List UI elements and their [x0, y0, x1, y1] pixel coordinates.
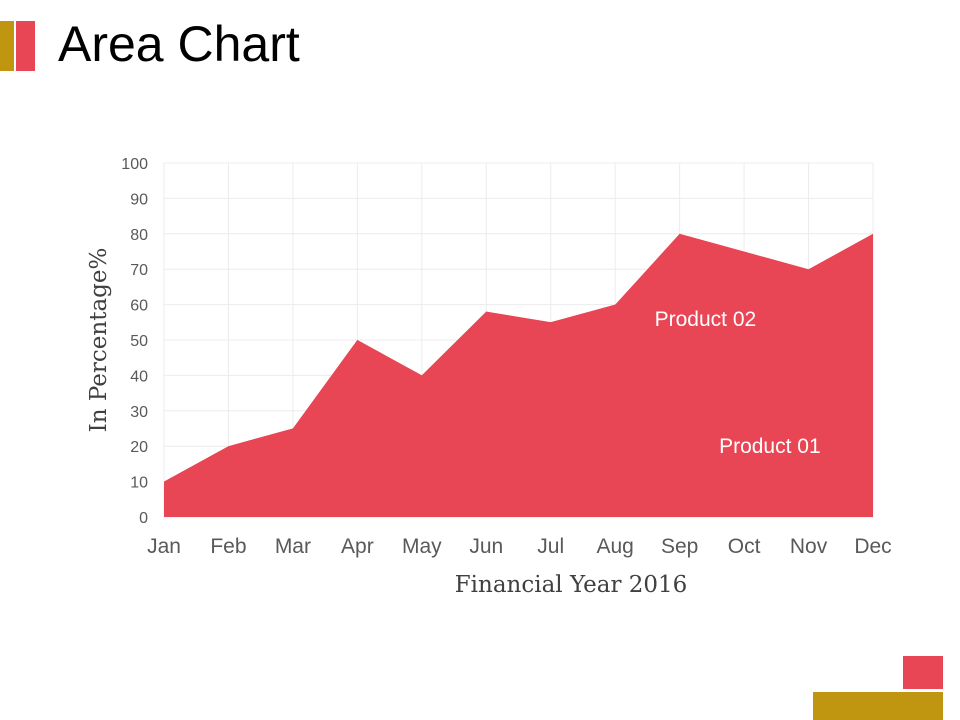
area-series-2 [164, 269, 873, 517]
x-tick-label: Apr [341, 535, 374, 558]
y-tick-label: 50 [130, 333, 148, 350]
y-tick-label: 100 [121, 156, 148, 173]
x-tick-label: Oct [728, 535, 761, 558]
x-tick-label: Aug [596, 535, 633, 558]
decorative-square-red-bottom [903, 656, 943, 689]
y-tick-label: 80 [130, 227, 148, 244]
y-tick-label: 70 [130, 262, 148, 279]
decorative-bar-red-top [16, 21, 35, 71]
slide-title: Area Chart [58, 16, 300, 72]
x-axis-title: Financial Year 2016 [455, 572, 688, 598]
y-tick-label: 0 [139, 510, 148, 527]
y-tick-label: 30 [130, 404, 148, 421]
x-tick-label: Mar [275, 535, 311, 558]
y-axis-ticks: 0 10 20 30 40 50 60 70 80 90 100 [121, 156, 148, 527]
series-labels: Product 02 Product 01 [655, 308, 821, 458]
x-tick-label: Jan [147, 535, 181, 558]
x-tick-label: Jun [469, 535, 503, 558]
x-tick-label: Sep [661, 535, 698, 558]
chart-areas [164, 233, 873, 518]
series-label-2: Product 01 [719, 435, 821, 458]
x-tick-label: Feb [210, 535, 246, 558]
y-tick-label: 60 [130, 298, 148, 315]
y-tick-label: 90 [130, 191, 148, 208]
x-tick-label: May [402, 535, 442, 558]
y-tick-label: 40 [130, 368, 148, 385]
x-axis-ticks: Jan Feb Mar Apr May Jun Jul Aug Sep Oct Nov Dec [147, 535, 892, 558]
decorative-bar-gold-top [0, 21, 14, 71]
series-label-1: Product 02 [655, 308, 757, 331]
x-tick-label: Nov [790, 535, 828, 558]
x-tick-label: Dec [854, 535, 891, 558]
y-axis-title: In Percentage% [86, 248, 112, 433]
y-tick-label: 10 [130, 475, 148, 492]
y-tick-label: 20 [130, 439, 148, 456]
decorative-bar-gold-bottom [813, 692, 943, 720]
x-tick-label: Jul [537, 535, 564, 558]
